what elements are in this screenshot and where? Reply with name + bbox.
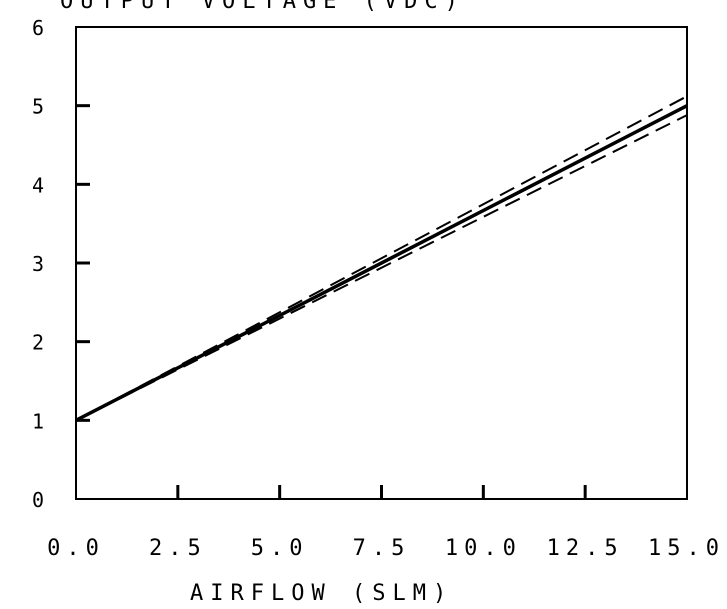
x-tick-label: 0.0 [47, 536, 105, 561]
series-group [75, 95, 688, 422]
x-tick-label: 12.5 [547, 536, 624, 561]
tolerance-line-1 [75, 95, 688, 422]
y-tick-label: 1 [32, 409, 44, 433]
tolerance-line-2 [75, 114, 688, 422]
y-tick-label: 4 [32, 173, 44, 197]
x-tick-label: 15.0 [648, 536, 725, 561]
x-axis: 0.0 2.5 5.0 7.5 10.0 12.5 15.0 [47, 485, 725, 561]
nominal-line [75, 104, 688, 422]
y-axis: 0 1 2 3 4 5 6 [32, 16, 90, 512]
x-tick-label: 5.0 [251, 536, 309, 561]
x-tick-label: 7.5 [353, 536, 411, 561]
chart-title: OUTPUT VOLTAGE (VDC) [60, 0, 465, 14]
x-tick-label: 2.5 [149, 536, 207, 561]
y-tick-label: 6 [32, 16, 44, 40]
y-tick-label: 3 [32, 252, 44, 276]
y-tick-label: 2 [32, 331, 44, 355]
y-tick-label: 5 [32, 95, 44, 119]
y-tick-label: 0 [32, 488, 44, 512]
x-tick-label: 10.0 [445, 536, 522, 561]
x-axis-title: AIRFLOW (SLM) [190, 581, 453, 606]
